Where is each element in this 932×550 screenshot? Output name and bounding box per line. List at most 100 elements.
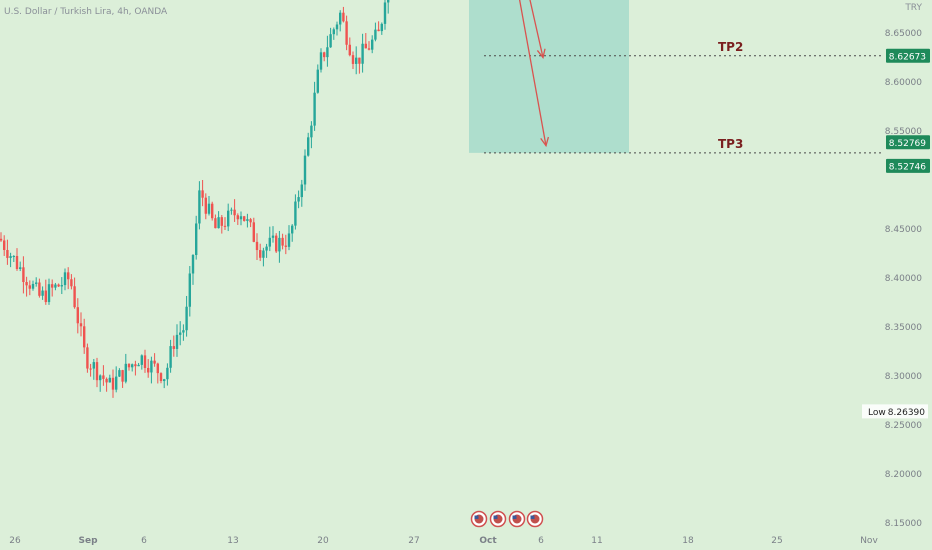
candle xyxy=(364,43,367,49)
us-flag-icon[interactable] xyxy=(526,510,544,528)
low-label-bg xyxy=(862,404,928,419)
time-axis[interactable]: 26 Sep 6 13 20 27 Oct 6 11 18 25 Nov xyxy=(9,536,878,546)
candle xyxy=(0,238,3,241)
us-flag-icon[interactable] xyxy=(489,510,507,528)
candle xyxy=(297,197,300,202)
price-tick-label: 8.25000 xyxy=(885,421,922,431)
candle xyxy=(281,237,284,246)
candle xyxy=(105,378,108,383)
price-axis[interactable]: 9.200009.150009.100009.050008.950008.850… xyxy=(885,0,922,529)
chart-title: U.S. Dollar / Turkish Lira, 4h, OANDA xyxy=(4,7,168,17)
candle xyxy=(127,363,131,368)
price-tick-label: 8.20000 xyxy=(885,470,922,480)
candle xyxy=(134,364,137,367)
price-tag[interactable]: 8.52769 xyxy=(886,135,930,150)
candle xyxy=(153,360,156,364)
candle xyxy=(303,155,307,185)
candle xyxy=(339,12,342,25)
candle xyxy=(249,219,252,223)
time-tick-label: Oct xyxy=(479,536,497,546)
candle xyxy=(19,267,22,269)
take-profit-label: TP3 xyxy=(718,137,743,151)
event-icon-canton xyxy=(530,515,535,519)
candle xyxy=(111,377,115,390)
candle xyxy=(83,326,86,348)
candle xyxy=(172,346,175,349)
candle xyxy=(73,286,76,308)
candle xyxy=(115,376,118,390)
candle xyxy=(323,52,326,58)
candle xyxy=(41,290,44,296)
candle xyxy=(316,69,319,93)
candle xyxy=(131,364,134,368)
price-tick-label: 8.65000 xyxy=(885,29,922,39)
candle xyxy=(143,355,147,368)
candle xyxy=(67,272,70,280)
time-tick-label: 27 xyxy=(408,536,419,546)
candle xyxy=(57,284,60,287)
candle xyxy=(220,217,223,226)
price-tag[interactable]: 8.52746 xyxy=(886,158,930,173)
candle xyxy=(51,284,54,288)
candle xyxy=(63,272,67,286)
candle xyxy=(159,373,163,382)
candle xyxy=(70,279,73,287)
currency-label: TRY xyxy=(904,3,922,13)
candle xyxy=(287,233,291,247)
candle xyxy=(243,216,246,221)
price-tag-label: 8.52746 xyxy=(889,162,926,172)
candle xyxy=(246,219,249,221)
price-tick-label: 8.15000 xyxy=(885,519,922,529)
candle xyxy=(89,368,92,370)
time-tick-label: Nov xyxy=(860,536,878,546)
candles xyxy=(0,0,390,398)
candle xyxy=(268,237,271,247)
candle xyxy=(121,370,124,382)
time-tick-label: 6 xyxy=(538,536,544,546)
arrowhead xyxy=(540,136,550,148)
candle xyxy=(31,283,35,289)
us-flag-icon[interactable] xyxy=(508,510,526,528)
event-icon-canton xyxy=(474,515,479,519)
candle xyxy=(380,23,383,32)
candle xyxy=(12,256,15,258)
economic-events[interactable] xyxy=(470,510,544,528)
candle xyxy=(284,245,287,247)
candle xyxy=(358,57,361,64)
candle xyxy=(294,201,297,226)
candle xyxy=(310,125,313,138)
candle xyxy=(214,218,217,229)
candle xyxy=(239,216,243,220)
low-label-value: 8.26390 xyxy=(888,408,925,418)
candle xyxy=(201,190,204,198)
candle xyxy=(185,306,188,331)
candle xyxy=(102,375,105,379)
candle xyxy=(118,370,121,377)
candle xyxy=(15,256,19,269)
price-tag-label: 8.62673 xyxy=(889,52,926,62)
candle xyxy=(86,347,89,369)
candle xyxy=(166,367,169,380)
us-flag-icon[interactable] xyxy=(470,510,488,528)
candle xyxy=(60,285,63,287)
candle xyxy=(108,377,111,383)
candle xyxy=(188,273,191,307)
take-profit-label: TP2 xyxy=(718,40,743,54)
candle xyxy=(367,48,371,50)
candle xyxy=(361,43,364,64)
time-tick-label: 6 xyxy=(141,536,147,546)
candle xyxy=(124,363,127,382)
projection-arrow[interactable] xyxy=(478,0,547,146)
candle xyxy=(3,240,6,250)
price-tick-label: 8.60000 xyxy=(885,78,922,88)
take-profit-zone[interactable] xyxy=(469,0,629,153)
candle xyxy=(6,249,9,258)
price-tag[interactable]: 8.62673 xyxy=(886,48,930,63)
candle xyxy=(230,209,233,211)
time-tick-label: 18 xyxy=(682,536,694,546)
candle xyxy=(271,235,275,238)
candle xyxy=(332,29,335,35)
projection-arrow[interactable] xyxy=(478,0,544,58)
event-icon-canton xyxy=(493,515,498,519)
